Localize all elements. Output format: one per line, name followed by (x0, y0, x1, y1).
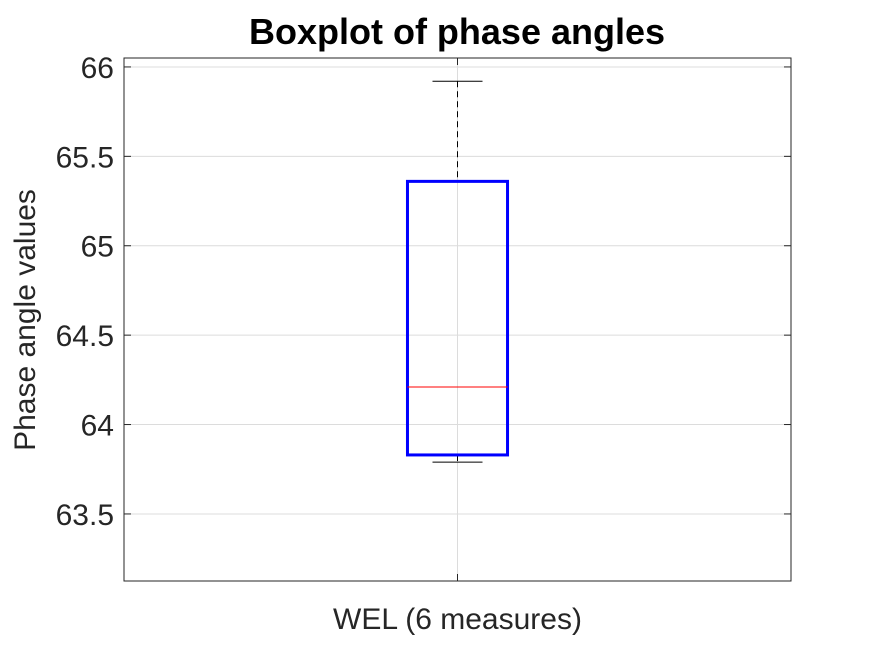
boxes (405, 80, 510, 463)
axis-ticks (124, 58, 791, 581)
grid (124, 58, 791, 581)
y-tick-label: 64 (81, 410, 114, 443)
x-tick-labels: WEL (6 measures) (333, 603, 582, 636)
box-iqr (405, 179, 510, 457)
chart-title: Boxplot of phase angles (249, 11, 665, 52)
y-tick-label: 64.5 (56, 320, 114, 353)
y-tick-label: 66 (81, 52, 114, 85)
y-axis-label: Phase angle values (9, 189, 42, 451)
y-tick-label: 65 (81, 231, 114, 264)
y-tick-labels: 63.5 64 64.5 65 65.5 66 (56, 52, 114, 532)
y-tick-label: 63.5 (56, 499, 114, 532)
axes-frame (123, 57, 792, 582)
y-tick-label: 65.5 (56, 141, 114, 174)
x-tick-label: WEL (6 measures) (333, 603, 582, 636)
